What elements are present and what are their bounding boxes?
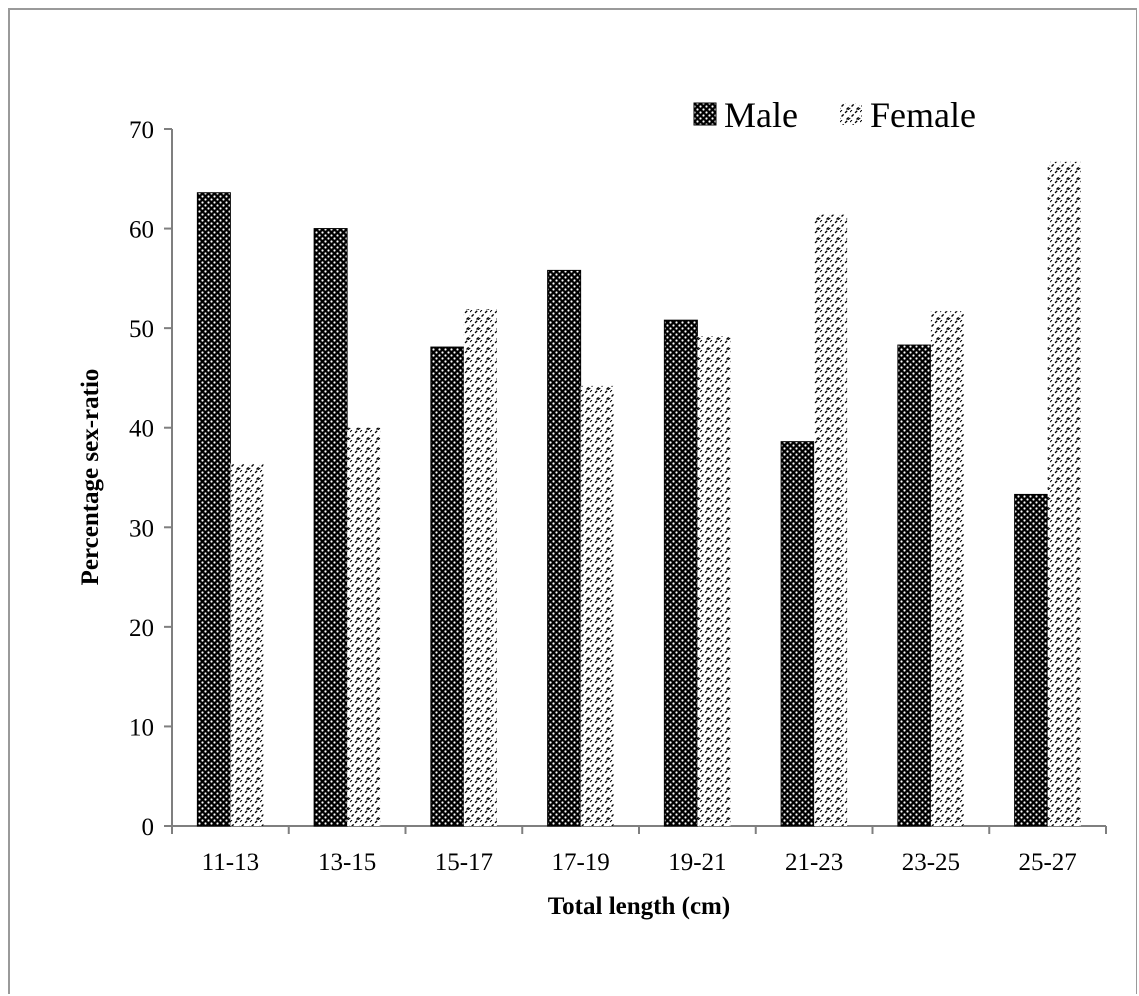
bar-female-19-21 <box>697 336 731 826</box>
y-tick-label: 20 <box>129 615 154 642</box>
y-tick-label: 60 <box>129 217 154 244</box>
x-tick-label: 15-17 <box>435 849 493 876</box>
x-axis: 11-13 13-15 15-17 17-19 19-21 21-23 23-25 25-27 <box>171 825 1107 876</box>
bar-male-13-15 <box>313 228 348 827</box>
bar-female-17-19 <box>580 385 614 826</box>
y-tick-label: 50 <box>129 316 154 343</box>
chart-frame <box>8 8 1137 994</box>
bar-male-21-23 <box>780 441 815 827</box>
x-tick-label: 11-13 <box>202 849 259 876</box>
legend: Male Female <box>693 95 976 135</box>
x-tick-label: 19-21 <box>668 849 726 876</box>
x-tick-label: 13-15 <box>318 849 376 876</box>
x-tick-label: 25-27 <box>1018 849 1076 876</box>
legend-swatch-male <box>693 102 717 126</box>
bar-male-11-13 <box>196 192 231 827</box>
x-axis-title: Total length (cm) <box>548 893 730 920</box>
bar-female-23-25 <box>930 311 964 827</box>
x-tick-label: 21-23 <box>785 849 843 876</box>
bar-male-23-25 <box>897 344 932 827</box>
legend-label-female: Female <box>870 95 976 135</box>
legend-swatch-female <box>840 103 862 125</box>
bars <box>196 161 1081 827</box>
y-tick-label: 10 <box>129 714 154 741</box>
legend-label-male: Male <box>724 95 798 135</box>
bar-female-25-27 <box>1047 161 1081 826</box>
y-tick-label: 40 <box>129 416 154 443</box>
bar-male-17-19 <box>547 269 582 827</box>
bar-male-15-17 <box>430 346 465 827</box>
bar-male-19-21 <box>663 319 698 827</box>
y-tick-label: 0 <box>142 814 155 841</box>
y-tick-label: 30 <box>129 515 154 542</box>
bar-female-21-23 <box>814 214 848 827</box>
x-tick-label: 17-19 <box>551 849 609 876</box>
bar-male-25-27 <box>1014 493 1049 827</box>
y-axis: 0 10 20 30 40 50 60 70 <box>129 117 173 841</box>
y-tick-label: 70 <box>129 117 154 144</box>
bar-female-13-15 <box>347 427 381 826</box>
bar-female-11-13 <box>230 463 264 826</box>
bar-female-15-17 <box>463 309 497 827</box>
y-axis-title: Percentage sex-ratio <box>77 369 104 586</box>
x-tick-label: 23-25 <box>902 849 960 876</box>
